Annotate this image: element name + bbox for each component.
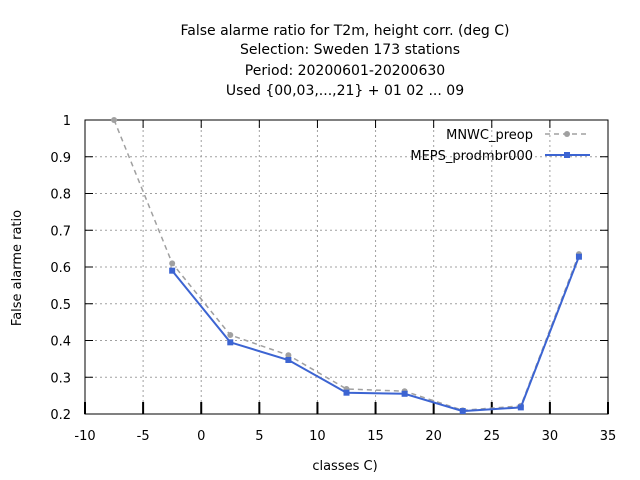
y-tick-label: 0.6: [50, 261, 71, 276]
series-group: [111, 117, 582, 415]
series-line-mnwc-preop: [113, 119, 580, 412]
data-point-mnwc-preop: [285, 352, 292, 359]
data-point-meps-prodmbr000: [517, 404, 524, 411]
plot-frame: [84, 119, 609, 415]
x-tick-label: 10: [309, 429, 326, 444]
x-tick-label: 15: [367, 429, 384, 444]
x-tick-labels: -10 -5 0 5 10 15 20 25 30 35: [74, 429, 616, 444]
data-point-meps-prodmbr000: [575, 253, 582, 260]
y-tick-label: 0.9: [50, 151, 71, 166]
data-point-meps-prodmbr000: [459, 408, 466, 415]
data-point-mnwc-preop: [111, 117, 118, 123]
x-tick-label: 30: [542, 429, 559, 444]
legend: MNWC_preop MEPS_prodmbr000: [410, 128, 590, 164]
x-tick-label: 0: [197, 429, 205, 444]
title-line-4: Used {00,03,...,21} + 01 02 ... 09: [226, 83, 464, 99]
legend-label-mnwc-preop: MNWC_preop: [446, 128, 533, 143]
data-point-meps-prodmbr000: [285, 356, 292, 363]
x-tick-label: -10: [74, 429, 95, 444]
y-axis-label: False alarme ratio: [10, 210, 25, 326]
y-tick-label: 1: [63, 114, 71, 129]
y-tick-label: 0.5: [50, 298, 71, 313]
data-point-mnwc-preop: [227, 331, 234, 338]
data-point-meps-prodmbr000: [343, 389, 350, 396]
legend-marker-mnwc-preop: [564, 131, 570, 137]
legend-label-meps-prodmbr000: MEPS_prodmbr000: [410, 149, 533, 164]
x-tick-label: 5: [255, 429, 263, 444]
title-line-1: False alarme ratio for T2m, height corr.…: [180, 23, 509, 39]
x-tick-label: 25: [484, 429, 501, 444]
x-tick-label: 35: [600, 429, 617, 444]
data-point-mnwc-preop: [169, 260, 176, 267]
y-tick-labels: 0.2 0.3 0.4 0.5 0.6 0.7 0.8 0.9 1: [50, 114, 71, 423]
grid-lines: [85, 120, 608, 414]
y-tick-label: 0.8: [50, 188, 71, 203]
y-tick-label: 0.2: [50, 408, 71, 423]
legend-marker-meps-prodmbr000: [564, 152, 570, 158]
data-point-meps-prodmbr000: [401, 390, 408, 397]
x-axis-label: classes C): [312, 459, 377, 474]
x-tick-label: -5: [137, 429, 150, 444]
chart-title: False alarme ratio for T2m, height corr.…: [180, 23, 509, 99]
y-tick-label: 0.4: [50, 335, 71, 350]
y-tick-label: 0.3: [50, 371, 71, 386]
title-line-3: Period: 20200601-20200630: [245, 63, 445, 79]
x-tick-label: 20: [425, 429, 442, 444]
data-point-meps-prodmbr000: [227, 339, 234, 346]
y-tick-label: 0.7: [50, 224, 71, 239]
data-point-meps-prodmbr000: [169, 267, 176, 274]
title-line-2: Selection: Sweden 173 stations: [240, 42, 460, 58]
series-line-meps-prodmbr000: [171, 256, 580, 413]
